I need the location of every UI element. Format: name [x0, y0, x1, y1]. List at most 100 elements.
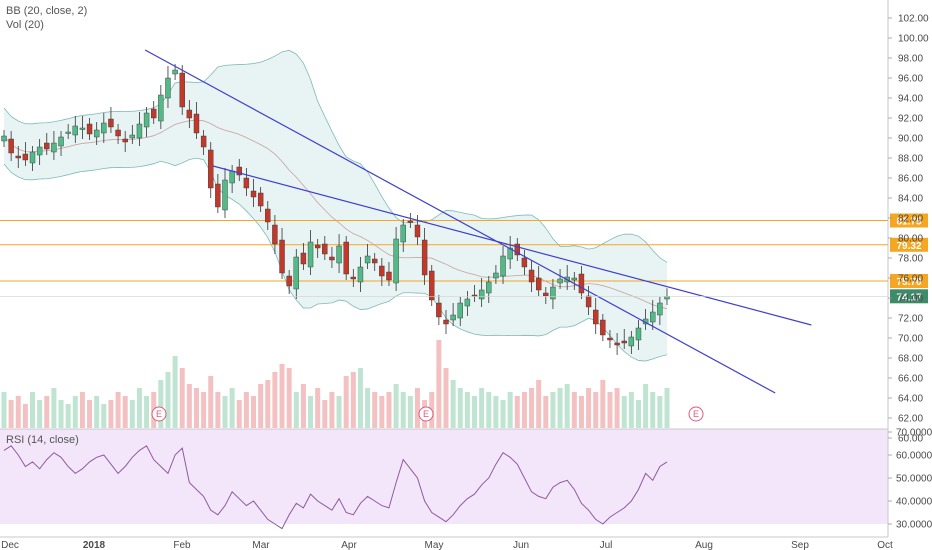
volume-bar — [607, 392, 613, 428]
candle-body — [122, 138, 128, 143]
volume-bar — [564, 384, 570, 428]
rsi-tick-label: 30.0000 — [896, 520, 932, 531]
volume-bar — [393, 384, 399, 428]
volume-bar — [543, 396, 549, 428]
volume-bar — [158, 380, 164, 428]
candle-body — [58, 136, 64, 147]
candle-body — [44, 142, 50, 150]
price-tick-label: 64.00 — [898, 394, 923, 405]
earnings-marker — [151, 406, 167, 422]
volume-bar — [550, 392, 556, 428]
price-tick-label: 82.00 — [898, 214, 923, 225]
volume-bar — [65, 404, 71, 428]
volume-bar — [521, 392, 527, 428]
volume-bar — [514, 396, 520, 428]
candle-body — [343, 241, 349, 275]
price-tick-label: 88.00 — [898, 154, 923, 165]
candle-body — [314, 244, 321, 249]
volume-bar — [108, 400, 114, 428]
volume-bar — [72, 396, 78, 428]
vol-legend-label: Vol (20) — [6, 19, 44, 31]
candle-body — [336, 245, 342, 264]
volume-bar — [529, 388, 535, 428]
rsi-legend: RSI (14, close) — [6, 433, 79, 447]
candle-body — [229, 170, 235, 184]
volume-bar — [201, 392, 207, 428]
bb-legend-label: BB (20, close, 2) — [6, 5, 88, 17]
candle-body — [1, 135, 7, 142]
candle-body — [414, 224, 421, 238]
volume-bar — [414, 388, 420, 428]
price-tick-label: 62.00 — [898, 414, 923, 425]
candle-body — [101, 122, 107, 134]
candle-body — [421, 239, 428, 276]
volume-bar — [457, 388, 463, 428]
volume-bar — [300, 384, 306, 428]
candle-body — [250, 190, 257, 198]
candle-body — [585, 295, 592, 308]
volume-bar — [101, 404, 107, 428]
rsi-tick-label: 70.0000 — [896, 428, 932, 439]
volume-bar — [165, 372, 171, 428]
candle-body — [614, 342, 620, 346]
volume-bar — [329, 392, 335, 428]
time-tick-label: 2018 — [83, 540, 106, 550]
candle-body — [635, 327, 642, 341]
candle-body — [151, 108, 157, 119]
candle-body — [293, 256, 299, 290]
volume-bar — [386, 392, 392, 428]
candle-body — [486, 281, 492, 294]
price-level-label: 81.75 — [896, 217, 921, 228]
candle-body — [243, 177, 250, 189]
candle-body — [329, 256, 335, 261]
price-tick-label: 102.00 — [898, 14, 929, 25]
volume-bar — [265, 380, 271, 428]
candle-body — [136, 123, 143, 139]
candle-body — [300, 252, 307, 265]
time-tick-label: Dec — [1, 540, 19, 550]
volume-bar — [500, 400, 506, 428]
price-tick-label: 72.00 — [898, 314, 923, 325]
candle-body — [535, 277, 542, 291]
volume-bar — [343, 376, 349, 428]
volume-bar — [586, 388, 592, 428]
candle-body — [657, 302, 663, 316]
candle-body — [436, 302, 442, 318]
price-tick-label: 60.00 — [898, 434, 923, 445]
volume-bar — [44, 396, 50, 428]
candle-body — [450, 314, 456, 321]
volume-bar — [293, 392, 299, 428]
volume-bar — [37, 400, 43, 428]
earnings-marker-label: E — [693, 409, 699, 419]
price-tick-label: 96.00 — [898, 74, 923, 85]
trendline — [144, 49, 776, 394]
volume-bar — [144, 396, 150, 428]
candle-body — [143, 112, 150, 128]
candle-body — [215, 183, 221, 208]
price-level-tag — [890, 274, 928, 288]
volume-bar — [350, 372, 356, 428]
time-tick-label: Apr — [341, 540, 357, 550]
volume-bar — [357, 368, 363, 428]
volume-bar — [172, 356, 178, 428]
candle-body — [22, 153, 29, 161]
candle-body — [236, 166, 242, 176]
candle-body — [521, 257, 528, 268]
candle-body — [8, 138, 14, 154]
candle-body — [93, 129, 100, 138]
volume-bar — [94, 396, 100, 428]
candle-body — [571, 277, 578, 281]
rsi-tick-label: 50.0000 — [896, 474, 932, 485]
last-price-tag — [890, 289, 928, 304]
volume-bar — [122, 396, 128, 428]
candle-body — [222, 179, 228, 211]
candle-body — [464, 298, 471, 307]
candle-body — [165, 77, 171, 99]
candle-body — [628, 336, 635, 347]
volume-bar — [272, 372, 278, 428]
candle-body — [650, 311, 656, 323]
price-tick-label: 90.00 — [898, 134, 923, 145]
candle-body — [322, 243, 328, 255]
candle-body — [65, 131, 71, 134]
